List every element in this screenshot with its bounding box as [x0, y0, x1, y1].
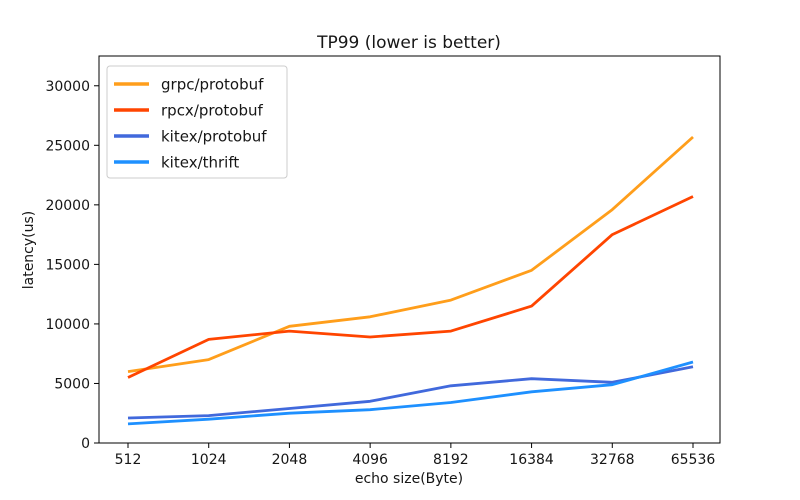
y-tick-label: 25000 [45, 138, 90, 154]
y-tick-label: 10000 [45, 317, 90, 333]
x-tick-label: 8192 [433, 452, 469, 468]
x-tick-label: 32768 [590, 452, 635, 468]
x-tick-label: 16384 [509, 452, 554, 468]
series-line-kitex-protobuf [127, 365, 694, 420]
legend-label-grpc-protobuf: grpc/protobuf [161, 76, 264, 94]
plot-area: 0 5000 10000 15000 20000 25000 30000 512 1024 204… [45, 55, 721, 468]
x-tick-label: 2048 [272, 452, 308, 468]
y-tick-label: 30000 [45, 79, 90, 95]
legend-label-kitex-thrift: kitex/thrift [161, 154, 239, 172]
series-line-rpcx-protobuf [127, 195, 694, 379]
legend-label-kitex-protobuf: kitex/protobuf [161, 128, 267, 146]
x-axis-label: echo size(Byte) [355, 471, 463, 487]
legend-label-rpcx-protobuf: rpcx/protobuf [161, 102, 263, 120]
series-line-grpc-protobuf [127, 135, 694, 373]
legend-box [106, 65, 288, 179]
series-line-kitex-thrift [127, 360, 694, 426]
y-tick-label: 15000 [45, 257, 90, 273]
x-tick-label: 512 [115, 452, 142, 468]
y-tick-label: 5000 [54, 376, 90, 392]
chart-title: TP99 (lower is better) [316, 33, 501, 53]
x-tick-label: 65536 [671, 452, 716, 468]
y-tick-label: 0 [81, 436, 90, 452]
plot-border [98, 55, 721, 444]
y-tick-label: 20000 [45, 198, 90, 214]
y-axis-label: latency(us) [21, 211, 37, 290]
x-tick-label: 1024 [191, 452, 227, 468]
x-tick-label: 4096 [352, 452, 388, 468]
legend: grpc/protobuf rpcx/protobuf kitex/protobuf… [106, 65, 288, 179]
